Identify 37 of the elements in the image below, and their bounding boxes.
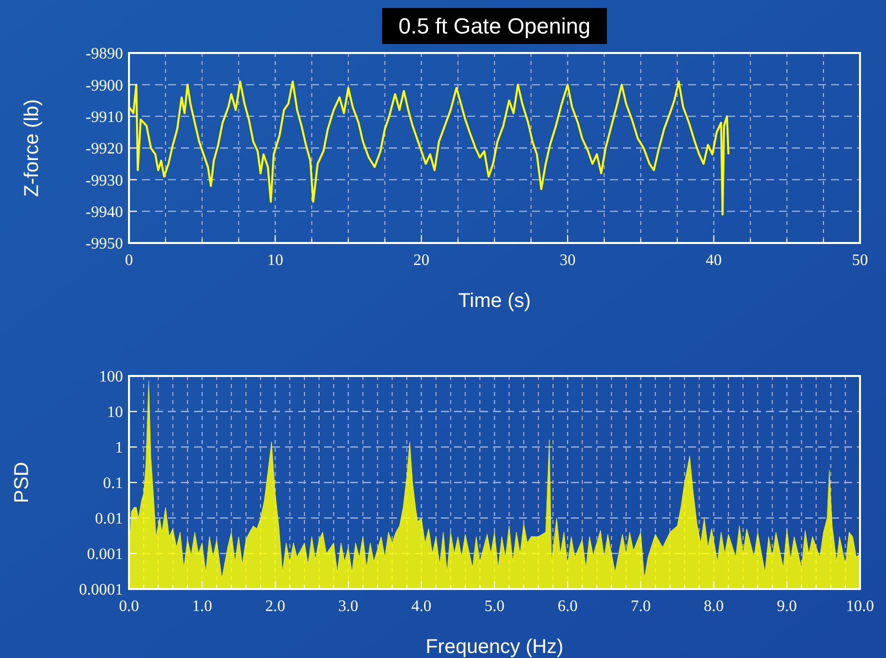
x-tick-label: 2.0 [265,598,286,615]
y-tick-label: 0.0001 [79,582,123,599]
x-tick-label: 8.0 [704,598,724,615]
x-tick-label: 6.0 [558,598,578,615]
x-axis-title: Time (s) [458,290,531,312]
y-tick-label: -9930 [86,172,123,190]
x-tick-label: 1.0 [192,598,212,615]
y-tick-label: -9920 [86,140,123,158]
x-tick-label: 10 [267,252,284,269]
x-tick-label: 50 [852,252,868,269]
x-tick-label: 0 [125,252,133,269]
y-tick-label: 10 [107,404,123,422]
y-tick-label: -9900 [86,77,123,94]
y-tick-label: 100 [99,368,123,386]
x-tick-label: 0.0 [119,598,139,615]
x-tick-label: 3.0 [338,598,358,615]
y-tick-label: -9950 [86,236,123,253]
x-axis-title: Frequency (Hz) [426,636,564,658]
y-tick-label: 0.01 [95,510,123,528]
y-axis-title: Z-force (lb) [21,99,43,197]
x-tick-label: 7.0 [630,598,651,615]
y-tick-label: 0.001 [87,546,123,564]
x-tick-label: 4.0 [411,598,432,615]
y-tick-label: -9910 [86,108,123,126]
y-tick-label: -9940 [86,204,123,221]
x-tick-label: 5.0 [484,598,504,615]
y-tick-label: 0.1 [103,475,123,492]
x-tick-label: 20 [413,252,430,269]
x-tick-label: 40 [706,252,722,269]
y-tick-label: 1 [115,440,123,457]
x-tick-label: 30 [560,252,576,269]
y-tick-label: -9890 [86,46,123,63]
x-tick-label: 10.0 [846,598,874,615]
line-series [128,80,730,216]
y-axis-title: PSD [11,462,33,504]
x-tick-label: 9.0 [776,598,797,615]
chart-title: 0.5 ft Gate Opening [398,14,591,39]
